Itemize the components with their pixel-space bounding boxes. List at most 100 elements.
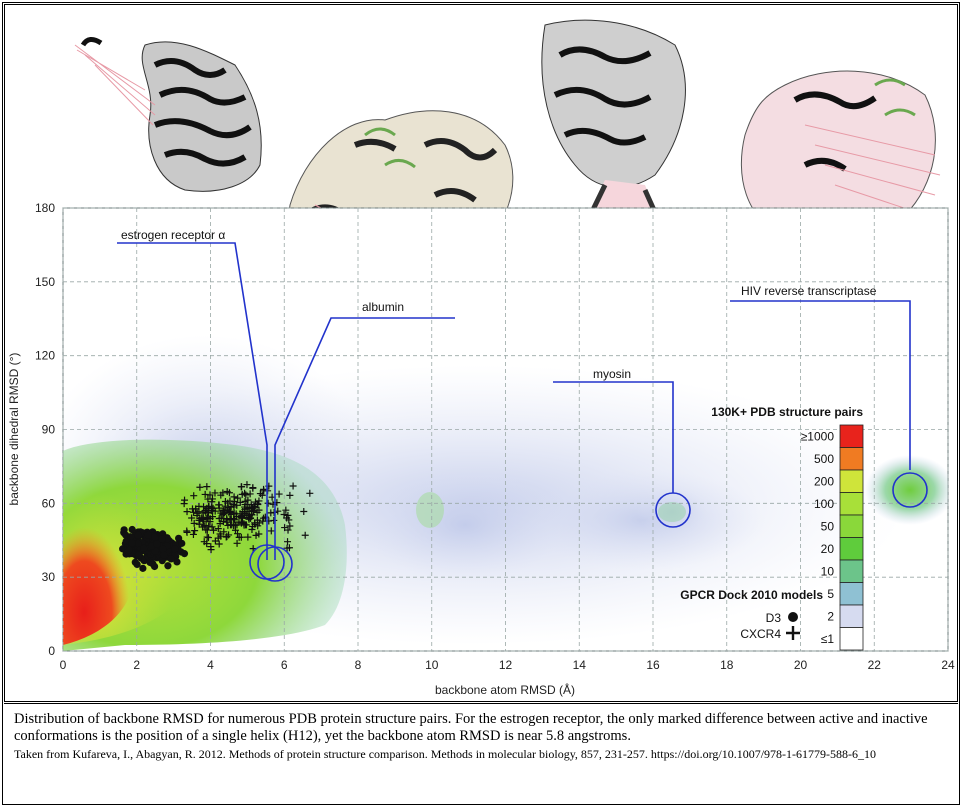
d3-point: [158, 557, 166, 565]
cxcr4-point: [228, 521, 236, 529]
colorbar-swatch: [839, 537, 864, 561]
cxcr4-point: [227, 502, 235, 510]
cxcr4-point: [196, 483, 204, 491]
colorbar-swatches: ≥1000 500 200 100 50 20 10 5 2 ≤1: [801, 424, 864, 651]
colorbar-label: 10: [821, 564, 835, 578]
estrogen-receptor-structure: [74, 37, 262, 192]
cxcr4-point: [285, 544, 293, 552]
cxcr4-point: [255, 519, 263, 527]
cxcr4-point: [206, 491, 214, 499]
x-tick-label: 16: [646, 658, 660, 672]
d3-point: [125, 546, 134, 554]
colorbar-label: 50: [821, 519, 835, 533]
cxcr4-point: [251, 520, 259, 528]
cxcr4-point: [207, 543, 215, 551]
cxcr4-point: [289, 482, 297, 490]
cxcr4-point: [259, 514, 267, 522]
cxcr4-point: [181, 496, 189, 504]
cxcr4-point: [208, 498, 216, 506]
colorbar-label: 100: [814, 497, 834, 511]
cxcr4-point: [247, 514, 255, 522]
cxcr4-point: [248, 526, 256, 534]
estrogen-receptor-leader: [117, 242, 268, 560]
cxcr4-point: [243, 510, 251, 518]
cxcr4-point: [190, 519, 198, 527]
y-tick-label: 180: [35, 201, 55, 215]
colorbar-label: 2: [827, 609, 834, 623]
colorbar-swatch: [839, 582, 864, 606]
cxcr4-point: [284, 538, 292, 546]
cxcr4-point: [215, 540, 223, 548]
cxcr4-point: [188, 514, 196, 522]
d3-point: [140, 544, 148, 553]
hiv-rt-circle: [892, 472, 928, 508]
cxcr4-point: [234, 494, 242, 502]
d3-point: [134, 539, 142, 548]
legend-label-d3: D3: [766, 611, 782, 625]
d3-point: [159, 545, 167, 553]
cxcr4-point: [286, 522, 294, 530]
d3-point: [160, 551, 168, 559]
legend-label-cxcr4: CXCR4: [740, 627, 781, 641]
caption-source: Taken from Kufareva, I., Abagyan, R. 201…: [14, 747, 877, 761]
x-tick-label: 22: [868, 658, 882, 672]
cxcr4-point: [223, 487, 231, 495]
d3-point: [175, 534, 183, 542]
x-tick-label: 24: [941, 658, 955, 672]
cxcr4-point: [249, 484, 257, 492]
colorbar-swatch: [839, 447, 864, 471]
x-tick-label: 20: [794, 658, 808, 672]
cxcr4-point: [301, 531, 309, 539]
d3-point: [127, 533, 135, 541]
cxcr4-point: [282, 506, 290, 514]
cxcr4-point: [214, 525, 222, 533]
cxcr4-point: [199, 523, 207, 531]
cxcr4-point: [240, 521, 248, 529]
cxcr4-point: [208, 523, 216, 531]
density-heatmap: [63, 335, 948, 651]
cxcr4-point: [215, 514, 223, 522]
gridlines: [62, 207, 949, 652]
cxcr4-point: [241, 497, 249, 505]
d3-point: [151, 533, 159, 541]
d3-point: [135, 551, 143, 559]
annotation-albumin: albumin: [362, 300, 404, 314]
y-tick-label: 60: [42, 496, 56, 510]
cxcr4-point: [248, 504, 256, 512]
cxcr4-point: [230, 509, 238, 517]
y-tick-label: 0: [48, 644, 55, 658]
cxcr4-point: [237, 513, 245, 521]
cxcr4-point: [237, 483, 245, 491]
cxcr4-point: [259, 517, 267, 525]
x-tick-label: 0: [60, 658, 67, 672]
cxcr4-point: [203, 540, 211, 548]
colorbar-swatch: [839, 627, 864, 651]
y-tick-label: 150: [35, 275, 55, 289]
cxcr4-point: [210, 526, 218, 534]
d3-point: [164, 562, 172, 570]
d3-point: [134, 531, 142, 539]
cxcr4-point: [270, 508, 278, 516]
d3-point: [163, 535, 171, 543]
cxcr4-point: [204, 513, 212, 521]
d3-point: [150, 562, 159, 571]
colorbar-label: 5: [827, 587, 834, 601]
x-tick-label: 2: [133, 658, 140, 672]
albumin-leader: [274, 317, 455, 560]
cxcr4-point: [234, 530, 242, 538]
hiv-rt-leader: [730, 300, 911, 470]
cxcr4-point: [203, 483, 211, 491]
cxcr4-point: [204, 495, 212, 503]
myosin-circle: [655, 492, 691, 528]
colorbar-label: 500: [814, 452, 834, 466]
caption-text: Distribution of backbone RMSD for numero…: [14, 711, 928, 744]
cxcr4-point: [217, 509, 225, 517]
cxcr4-point: [223, 507, 231, 515]
colorbar-title: 130K+ PDB structure pairs: [711, 405, 863, 419]
cxcr4-point: [255, 497, 263, 505]
albumin-circle: [257, 546, 293, 582]
annotations: estrogen receptor α albumin myosin HIV r…: [117, 228, 928, 582]
colorbar-swatch: [839, 469, 864, 493]
